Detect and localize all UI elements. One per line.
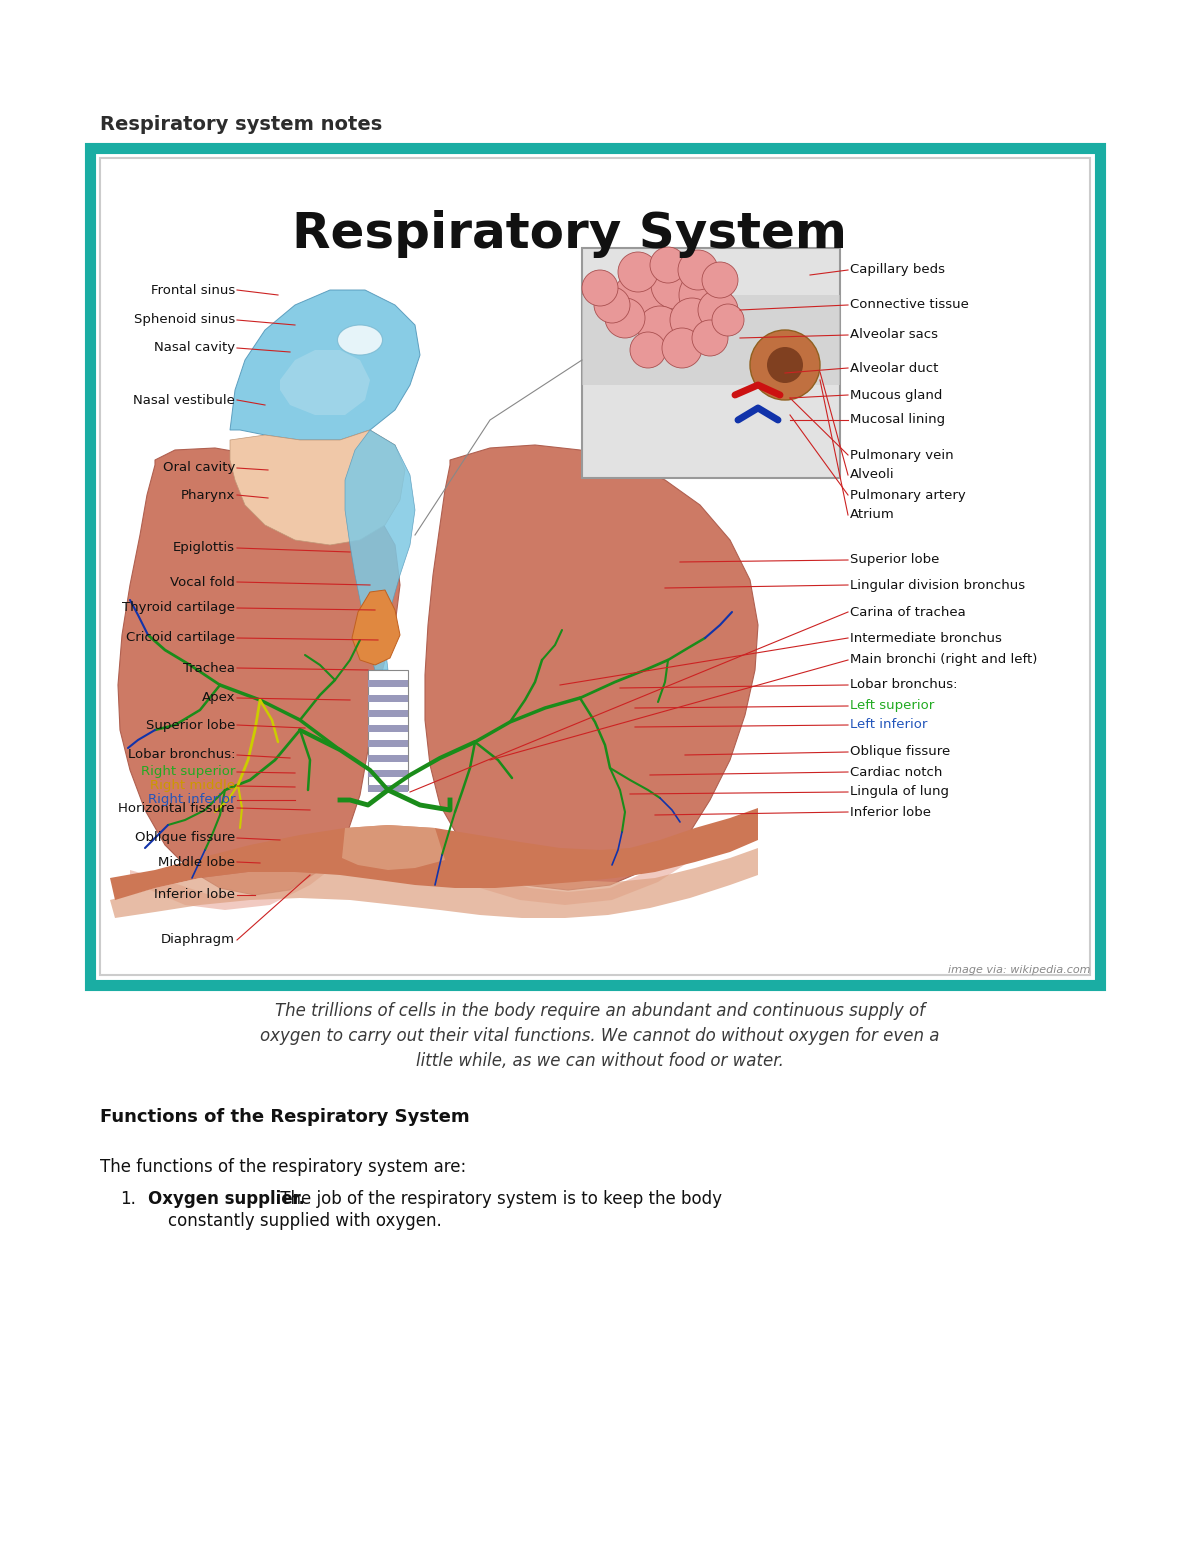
Bar [368,696,408,702]
Text: Inferior lobe: Inferior lobe [850,806,931,818]
Circle shape [678,250,718,290]
Polygon shape [110,848,758,918]
Text: Alveolar sacs: Alveolar sacs [850,329,938,342]
Polygon shape [110,808,758,901]
Circle shape [618,252,658,292]
Text: constantly supplied with oxygen.: constantly supplied with oxygen. [168,1211,442,1230]
Bar [368,739,408,747]
Circle shape [638,306,682,349]
Text: Right superior: Right superior [140,766,235,778]
Bar [368,784,408,792]
Text: Oral cavity: Oral cavity [163,461,235,475]
Text: Oblique fissure: Oblique fissure [134,831,235,845]
Polygon shape [230,290,420,439]
Text: Respiratory system notes: Respiratory system notes [100,115,383,134]
Bar [368,755,408,763]
Polygon shape [440,845,695,905]
Bar [582,295,840,385]
Polygon shape [342,825,445,870]
Text: Oxygen supplier.: Oxygen supplier. [148,1190,305,1208]
Polygon shape [230,430,406,545]
Text: Left inferior: Left inferior [850,719,928,731]
Text: Alveolar duct: Alveolar duct [850,362,938,374]
Circle shape [698,290,738,329]
Circle shape [630,332,666,368]
Text: Lobar bronchus:: Lobar bronchus: [850,679,958,691]
Text: Connective tissue: Connective tissue [850,298,968,312]
Circle shape [767,346,803,384]
Text: Thyroid cartilage: Thyroid cartilage [122,601,235,615]
Ellipse shape [337,325,383,356]
Text: Mucosal lining: Mucosal lining [850,413,946,427]
Text: Intermediate bronchus: Intermediate bronchus [850,632,1002,644]
Text: 1.: 1. [120,1190,136,1208]
Text: Right inferior: Right inferior [148,794,235,806]
Circle shape [650,261,698,309]
Text: Pulmonary artery: Pulmonary artery [850,489,966,502]
Text: Diaphragm: Diaphragm [161,933,235,946]
Polygon shape [346,430,415,669]
Text: The trillions of cells in the body require an abundant and continuous supply of
: The trillions of cells in the body requi… [260,1002,940,1070]
Bar [368,770,408,776]
Text: Functions of the Respiratory System: Functions of the Respiratory System [100,1107,469,1126]
Text: Sphenoid sinus: Sphenoid sinus [133,314,235,326]
Bar [90,148,1100,985]
Circle shape [702,262,738,298]
Circle shape [582,270,618,306]
Text: Mucous gland: Mucous gland [850,388,942,402]
Polygon shape [118,447,400,895]
Text: Horizontal fissure: Horizontal fissure [119,801,235,814]
Text: Atrium: Atrium [850,508,895,522]
Text: The functions of the respiratory system are:: The functions of the respiratory system … [100,1159,467,1176]
Circle shape [612,272,668,328]
Text: Superior lobe: Superior lobe [850,553,940,567]
Polygon shape [280,349,370,415]
Text: Frontal sinus: Frontal sinus [151,284,235,297]
Text: Cricoid cartilage: Cricoid cartilage [126,632,235,644]
Text: Inferior lobe: Inferior lobe [154,888,235,901]
Text: The job of the respiratory system is to keep the body: The job of the respiratory system is to … [275,1190,722,1208]
Polygon shape [130,848,346,910]
Bar [368,680,408,686]
Text: Left superior: Left superior [850,699,935,713]
Circle shape [594,287,630,323]
Circle shape [712,304,744,335]
Text: Right middle: Right middle [150,780,235,792]
Bar [368,669,408,790]
Bar [100,158,1090,975]
Bar [582,248,840,478]
Text: Cardiac notch: Cardiac notch [850,766,942,778]
Text: Pulmonary vein: Pulmonary vein [850,449,954,461]
Bar [368,725,408,731]
Text: Alveoli: Alveoli [850,469,895,481]
Text: Oblique fissure: Oblique fissure [850,745,950,758]
Text: Lingula of lung: Lingula of lung [850,786,949,798]
Circle shape [692,320,728,356]
Text: Respiratory System: Respiratory System [293,210,847,258]
Text: Lingular division bronchus: Lingular division bronchus [850,579,1025,592]
Circle shape [679,269,731,321]
Text: Middle lobe: Middle lobe [158,856,235,868]
Circle shape [750,329,820,401]
Text: Carina of trachea: Carina of trachea [850,606,966,618]
Text: Superior lobe: Superior lobe [145,719,235,731]
Text: Nasal cavity: Nasal cavity [154,342,235,354]
Text: Nasal vestibule: Nasal vestibule [133,393,235,407]
Bar [368,710,408,717]
Text: Vocal fold: Vocal fold [170,576,235,589]
Circle shape [605,298,646,339]
Text: Epiglottis: Epiglottis [173,542,235,554]
Text: Main bronchi (right and left): Main bronchi (right and left) [850,654,1037,666]
Text: image via: wikipedia.com: image via: wikipedia.com [948,964,1090,975]
Text: Pharynx: Pharynx [181,489,235,502]
Circle shape [650,247,686,283]
Polygon shape [425,446,758,890]
Text: Lobar bronchus:: Lobar bronchus: [127,749,235,761]
Polygon shape [352,590,400,665]
Circle shape [662,328,702,368]
Text: Capillary beds: Capillary beds [850,264,946,276]
Circle shape [670,298,714,342]
Text: Trachea: Trachea [182,662,235,674]
Text: Apex: Apex [202,691,235,705]
